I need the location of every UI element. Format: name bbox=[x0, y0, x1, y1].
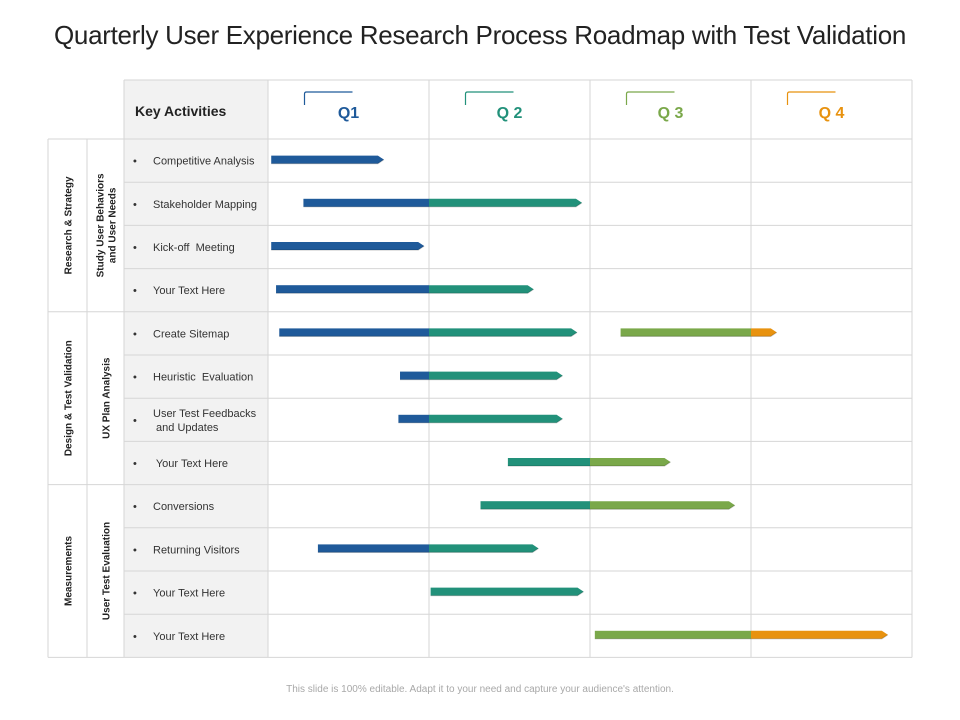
bar-shadow bbox=[429, 288, 534, 294]
gantt-bar-5 bbox=[279, 328, 578, 337]
bar-shadow bbox=[429, 202, 583, 208]
bar-segment bbox=[429, 285, 534, 294]
activity-label: Returning Visitors bbox=[153, 544, 240, 556]
bullet-icon: • bbox=[133, 458, 137, 470]
quarter-label: Q 3 bbox=[658, 105, 684, 122]
activity-label: and Updates bbox=[153, 422, 219, 434]
bar-shadow bbox=[429, 547, 539, 553]
quarter-header-q2: Q 2 bbox=[464, 91, 523, 122]
bar-segment bbox=[429, 198, 582, 207]
bullet-icon: • bbox=[133, 328, 137, 340]
bullet-icon: • bbox=[133, 156, 137, 168]
grid bbox=[47, 79, 913, 658]
bar-segment bbox=[620, 328, 751, 337]
gantt-bar-9 bbox=[480, 501, 736, 510]
bar-shadow bbox=[429, 375, 563, 381]
quarter-label: Q 2 bbox=[497, 105, 523, 122]
gantt-bar-6 bbox=[400, 371, 563, 381]
key-activities-header: Key Activities bbox=[135, 103, 227, 119]
activity-label: Competitive Analysis bbox=[153, 156, 255, 168]
bar-segment bbox=[751, 328, 777, 337]
subphase-label-1: Study User Behaviors bbox=[96, 173, 107, 277]
bar-shadow bbox=[751, 331, 778, 337]
activity-label: Create Sitemap bbox=[153, 328, 229, 340]
bar-segment bbox=[271, 155, 384, 164]
bar-segment bbox=[429, 414, 563, 423]
activity-label: Stakeholder Mapping bbox=[153, 199, 257, 211]
bar-segment bbox=[429, 371, 563, 380]
bullet-icon: • bbox=[133, 501, 137, 513]
gantt-bar-5-extra bbox=[620, 328, 778, 337]
bar-shadow bbox=[271, 159, 385, 165]
bullet-icon: • bbox=[133, 415, 137, 427]
quarter-label: Q 4 bbox=[819, 105, 845, 122]
bar-shadow bbox=[590, 504, 736, 510]
gantt-bar-12 bbox=[594, 630, 889, 640]
subphase-label-1: and User Needs bbox=[108, 187, 119, 263]
quarter-label: Q1 bbox=[338, 105, 359, 122]
bar-segment bbox=[594, 630, 751, 639]
phase-label-3: Measurements bbox=[64, 536, 75, 606]
page-title: Quarterly User Experience Research Proce… bbox=[53, 20, 907, 50]
bullet-icon: • bbox=[133, 588, 137, 600]
activity-label: User Test Feedbacks bbox=[153, 408, 257, 420]
bullet-icon: • bbox=[133, 242, 137, 254]
gantt-bar-10 bbox=[317, 544, 539, 554]
footer-note: This slide is 100% editable. Adapt it to… bbox=[286, 684, 674, 695]
activity-label: Your Text Here bbox=[153, 285, 225, 297]
phase-label-1: Research & Strategy bbox=[64, 176, 75, 274]
bar-segment bbox=[279, 328, 429, 337]
bar-segment bbox=[398, 414, 429, 423]
bullet-icon: • bbox=[133, 544, 137, 556]
gantt-bar-4 bbox=[276, 285, 534, 294]
bar-segment bbox=[751, 630, 888, 639]
quarter-bracket bbox=[786, 91, 836, 105]
activity-label: Conversions bbox=[153, 501, 215, 513]
gantt-bar-2 bbox=[303, 198, 583, 208]
bar-segment bbox=[429, 328, 578, 337]
bar-segment bbox=[507, 458, 590, 466]
bar-segment bbox=[400, 371, 429, 380]
activity-label: Your Text Here bbox=[153, 458, 228, 470]
gantt-bar-8 bbox=[507, 458, 671, 467]
quarter-header-q4: Q 4 bbox=[786, 91, 845, 122]
quarter-header-q1: Q1 bbox=[303, 91, 359, 122]
quarter-bracket bbox=[625, 91, 675, 105]
bar-shadow bbox=[590, 461, 671, 467]
subphase-label-3: User Test Evaluation bbox=[102, 522, 113, 620]
activity-label: Heuristic Evaluation bbox=[153, 372, 253, 384]
activity-label: Your Text Here bbox=[153, 588, 225, 600]
bullet-icon: • bbox=[133, 199, 137, 211]
bar-segment bbox=[317, 544, 429, 553]
bar-segment bbox=[303, 198, 429, 207]
quarter-bracket bbox=[464, 91, 514, 105]
bar-shadow bbox=[429, 331, 578, 337]
bar-segment bbox=[276, 285, 429, 294]
bullet-icon: • bbox=[133, 631, 137, 643]
bar-segment bbox=[429, 544, 539, 553]
gantt-bar-11 bbox=[430, 587, 584, 597]
bar-shadow bbox=[751, 634, 889, 640]
gantt-bar-3 bbox=[271, 242, 425, 251]
bar-segment bbox=[590, 501, 735, 510]
quarter-header-q3: Q 3 bbox=[625, 91, 684, 122]
phase-label-2: Design & Test Validation bbox=[64, 340, 75, 456]
gantt-bar-1 bbox=[271, 155, 385, 165]
bar-segment bbox=[590, 458, 671, 466]
bar-shadow bbox=[429, 418, 563, 424]
bar-segment bbox=[271, 242, 425, 250]
quarter-bracket bbox=[303, 91, 353, 105]
activity-label: Your Text Here bbox=[153, 631, 225, 643]
activity-label: Kick-off Meeting bbox=[153, 242, 235, 254]
bullet-icon: • bbox=[133, 372, 137, 384]
bar-segment bbox=[430, 587, 584, 596]
bar-shadow bbox=[430, 591, 584, 597]
subphase-label-2: UX Plan Analysis bbox=[102, 357, 113, 439]
bullet-icon: • bbox=[133, 285, 137, 297]
bar-segment bbox=[480, 501, 590, 510]
bar-shadow bbox=[271, 245, 425, 251]
gantt-bar-7 bbox=[398, 414, 563, 424]
activity-column-bg bbox=[124, 80, 268, 658]
